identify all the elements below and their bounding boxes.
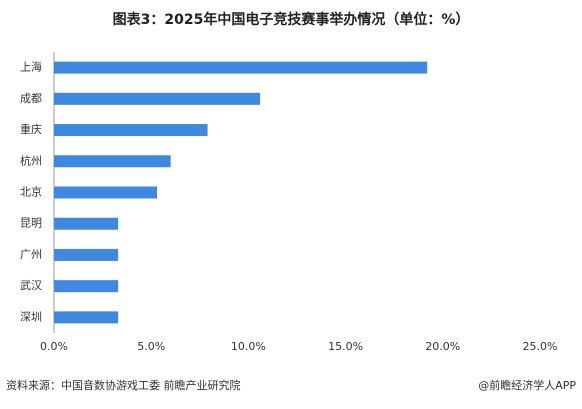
bar bbox=[54, 124, 208, 137]
y-tick-label: 成都 bbox=[20, 92, 42, 105]
bar bbox=[54, 311, 119, 324]
y-tick-label: 昆明 bbox=[20, 217, 42, 230]
credit: @前瞻经济学人APP bbox=[478, 378, 576, 392]
y-tick-label: 上海 bbox=[20, 60, 42, 74]
chart-title: 图表3：2025年中国电子竞技赛事举办情况（单位：%） bbox=[113, 11, 470, 28]
bar bbox=[54, 280, 119, 293]
y-tick-label: 广州 bbox=[20, 248, 42, 261]
y-tick-label: 杭州 bbox=[20, 153, 42, 167]
y-tick-label: 北京 bbox=[20, 185, 42, 199]
y-tick-label: 深圳 bbox=[20, 310, 42, 323]
x-tick-label: 25.0% bbox=[523, 340, 558, 353]
bar bbox=[54, 61, 428, 74]
y-tick-label: 重庆 bbox=[20, 122, 42, 136]
x-tick-label: 0.0% bbox=[40, 340, 68, 353]
x-tick-label: 15.0% bbox=[328, 340, 363, 353]
bar bbox=[54, 186, 158, 199]
x-tick-label: 5.0% bbox=[137, 340, 165, 353]
source: 资料来源：中国音数协游戏工委 前瞻产业研究院 bbox=[6, 378, 241, 392]
bar bbox=[54, 92, 261, 105]
y-tick-label: 武汉 bbox=[20, 279, 42, 292]
x-tick-label: 10.0% bbox=[231, 340, 266, 353]
bar bbox=[54, 217, 119, 230]
x-tick-label: 20.0% bbox=[425, 340, 460, 353]
bar bbox=[54, 248, 119, 261]
bar bbox=[54, 155, 171, 168]
